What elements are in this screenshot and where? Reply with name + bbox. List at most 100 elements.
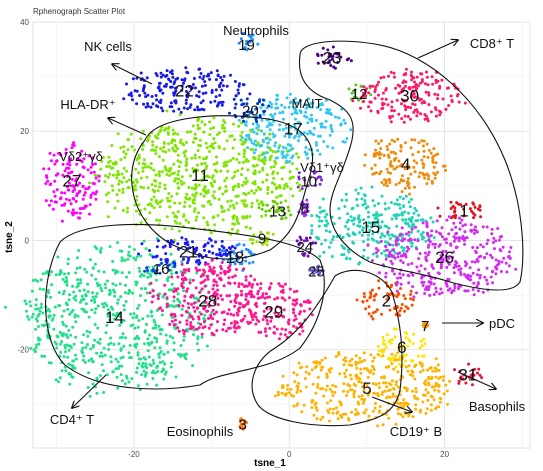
- data-point: [468, 266, 472, 270]
- data-point: [376, 345, 380, 348]
- data-point: [104, 331, 108, 335]
- data-point: [477, 367, 481, 371]
- data-point: [196, 123, 200, 127]
- data-point: [413, 206, 417, 210]
- data-point: [429, 408, 433, 412]
- data-point: [409, 293, 413, 296]
- data-point: [154, 152, 158, 156]
- data-point: [439, 261, 443, 265]
- data-point: [445, 265, 449, 269]
- data-point: [247, 136, 251, 139]
- data-point: [255, 107, 259, 111]
- data-point: [261, 103, 265, 107]
- data-point: [191, 167, 195, 170]
- data-point: [157, 352, 161, 356]
- data-point: [299, 122, 303, 126]
- data-point: [120, 335, 124, 339]
- data-point: [314, 141, 318, 145]
- data-point: [66, 257, 70, 261]
- data-point: [310, 313, 314, 317]
- cluster-label-15: 15: [361, 218, 380, 237]
- data-point: [403, 114, 407, 118]
- data-point: [422, 149, 426, 153]
- data-point: [420, 280, 424, 284]
- data-point: [423, 287, 427, 291]
- data-point: [205, 220, 209, 224]
- data-point: [312, 360, 316, 364]
- data-point: [93, 173, 97, 177]
- data-point: [297, 381, 301, 385]
- data-point: [238, 424, 242, 428]
- data-point: [425, 407, 429, 411]
- data-point: [315, 417, 319, 421]
- data-point: [134, 209, 138, 213]
- data-point: [187, 197, 191, 201]
- data-point: [383, 249, 386, 253]
- data-point: [437, 389, 441, 393]
- data-point: [317, 272, 321, 276]
- data-point: [369, 295, 373, 299]
- data-point: [366, 237, 370, 241]
- data-point: [248, 237, 252, 241]
- data-point: [390, 105, 394, 109]
- data-point: [81, 358, 85, 362]
- data-point: [425, 324, 429, 327]
- data-point: [427, 250, 431, 254]
- data-point: [365, 299, 369, 303]
- data-point: [430, 229, 434, 233]
- data-point: [92, 182, 96, 186]
- data-point: [130, 98, 134, 102]
- data-point: [252, 151, 256, 155]
- data-point: [114, 357, 118, 361]
- data-point: [100, 289, 104, 293]
- data-point: [97, 179, 101, 183]
- data-point: [304, 385, 308, 389]
- data-point: [376, 109, 380, 113]
- data-point: [44, 199, 48, 203]
- data-point: [172, 132, 175, 136]
- data-point: [415, 247, 419, 251]
- data-point: [319, 122, 323, 126]
- data-point: [212, 162, 216, 166]
- data-point: [185, 319, 189, 323]
- data-point: [193, 153, 197, 157]
- data-point: [256, 102, 260, 106]
- data-point: [251, 122, 255, 126]
- data-point: [381, 103, 385, 107]
- data-point: [104, 286, 108, 290]
- data-point: [140, 287, 143, 291]
- data-point: [480, 376, 484, 380]
- data-point: [305, 152, 309, 156]
- data-point: [207, 250, 211, 254]
- data-point: [67, 166, 71, 170]
- data-point: [402, 179, 406, 183]
- data-point: [182, 205, 186, 208]
- data-point: [310, 119, 314, 123]
- data-point: [189, 321, 193, 325]
- data-point: [143, 299, 147, 302]
- data-point: [49, 182, 53, 186]
- data-point: [146, 349, 150, 353]
- data-point: [159, 332, 163, 336]
- data-point: [306, 132, 310, 136]
- data-point: [118, 314, 122, 318]
- data-point: [281, 110, 285, 114]
- data-point: [146, 102, 149, 106]
- data-point: [403, 84, 407, 88]
- data-point: [444, 168, 447, 172]
- data-point: [387, 254, 391, 258]
- data-point: [222, 284, 226, 288]
- data-point: [362, 367, 366, 371]
- data-point: [342, 363, 346, 367]
- data-point: [453, 263, 457, 267]
- data-point: [396, 276, 400, 280]
- data-point: [281, 145, 285, 149]
- data-point: [223, 129, 227, 133]
- data-point: [65, 197, 68, 201]
- data-point: [76, 278, 80, 282]
- data-point: [121, 355, 125, 359]
- data-point: [186, 92, 190, 96]
- data-point: [304, 106, 308, 110]
- data-point: [472, 202, 476, 206]
- data-point: [401, 261, 405, 265]
